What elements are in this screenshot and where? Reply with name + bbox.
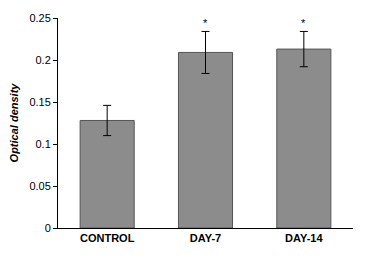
svg-text:0.15: 0.15: [29, 96, 50, 108]
svg-text:DAY-14: DAY-14: [285, 232, 323, 244]
svg-text:*: *: [203, 17, 208, 29]
svg-text:0.2: 0.2: [36, 54, 51, 66]
svg-text:0.05: 0.05: [29, 180, 50, 192]
svg-text:0.1: 0.1: [36, 138, 51, 150]
svg-text:CONTROL: CONTROL: [80, 232, 135, 244]
svg-text:0: 0: [45, 222, 51, 234]
svg-text:DAY-7: DAY-7: [190, 232, 221, 244]
svg-text:0.25: 0.25: [29, 12, 50, 24]
svg-text:*: *: [301, 17, 306, 29]
svg-text:Optical density: Optical density: [8, 83, 20, 163]
